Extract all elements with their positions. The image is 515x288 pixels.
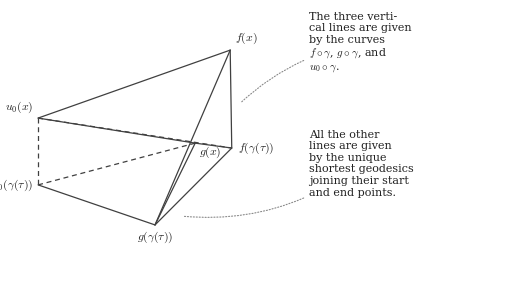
Text: $g(x)$: $g(x)$ [199, 145, 222, 160]
Text: $u_0(\gamma(\tau))$: $u_0(\gamma(\tau))$ [0, 177, 33, 193]
Text: $g(\gamma(\tau))$: $g(\gamma(\tau))$ [137, 229, 173, 245]
Text: $f(\gamma(\tau))$: $f(\gamma(\tau))$ [238, 140, 274, 156]
Text: $u_0(x)$: $u_0(x)$ [5, 100, 33, 115]
Text: All the other
lines are given
by the unique
shortest geodesics
joining their sta: All the other lines are given by the uni… [183, 130, 414, 217]
Text: The three verti-
cal lines are given
by the curves
$f \circ \gamma$, $g \circ \g: The three verti- cal lines are given by … [241, 12, 411, 103]
Text: $f(x)$: $f(x)$ [235, 31, 258, 46]
